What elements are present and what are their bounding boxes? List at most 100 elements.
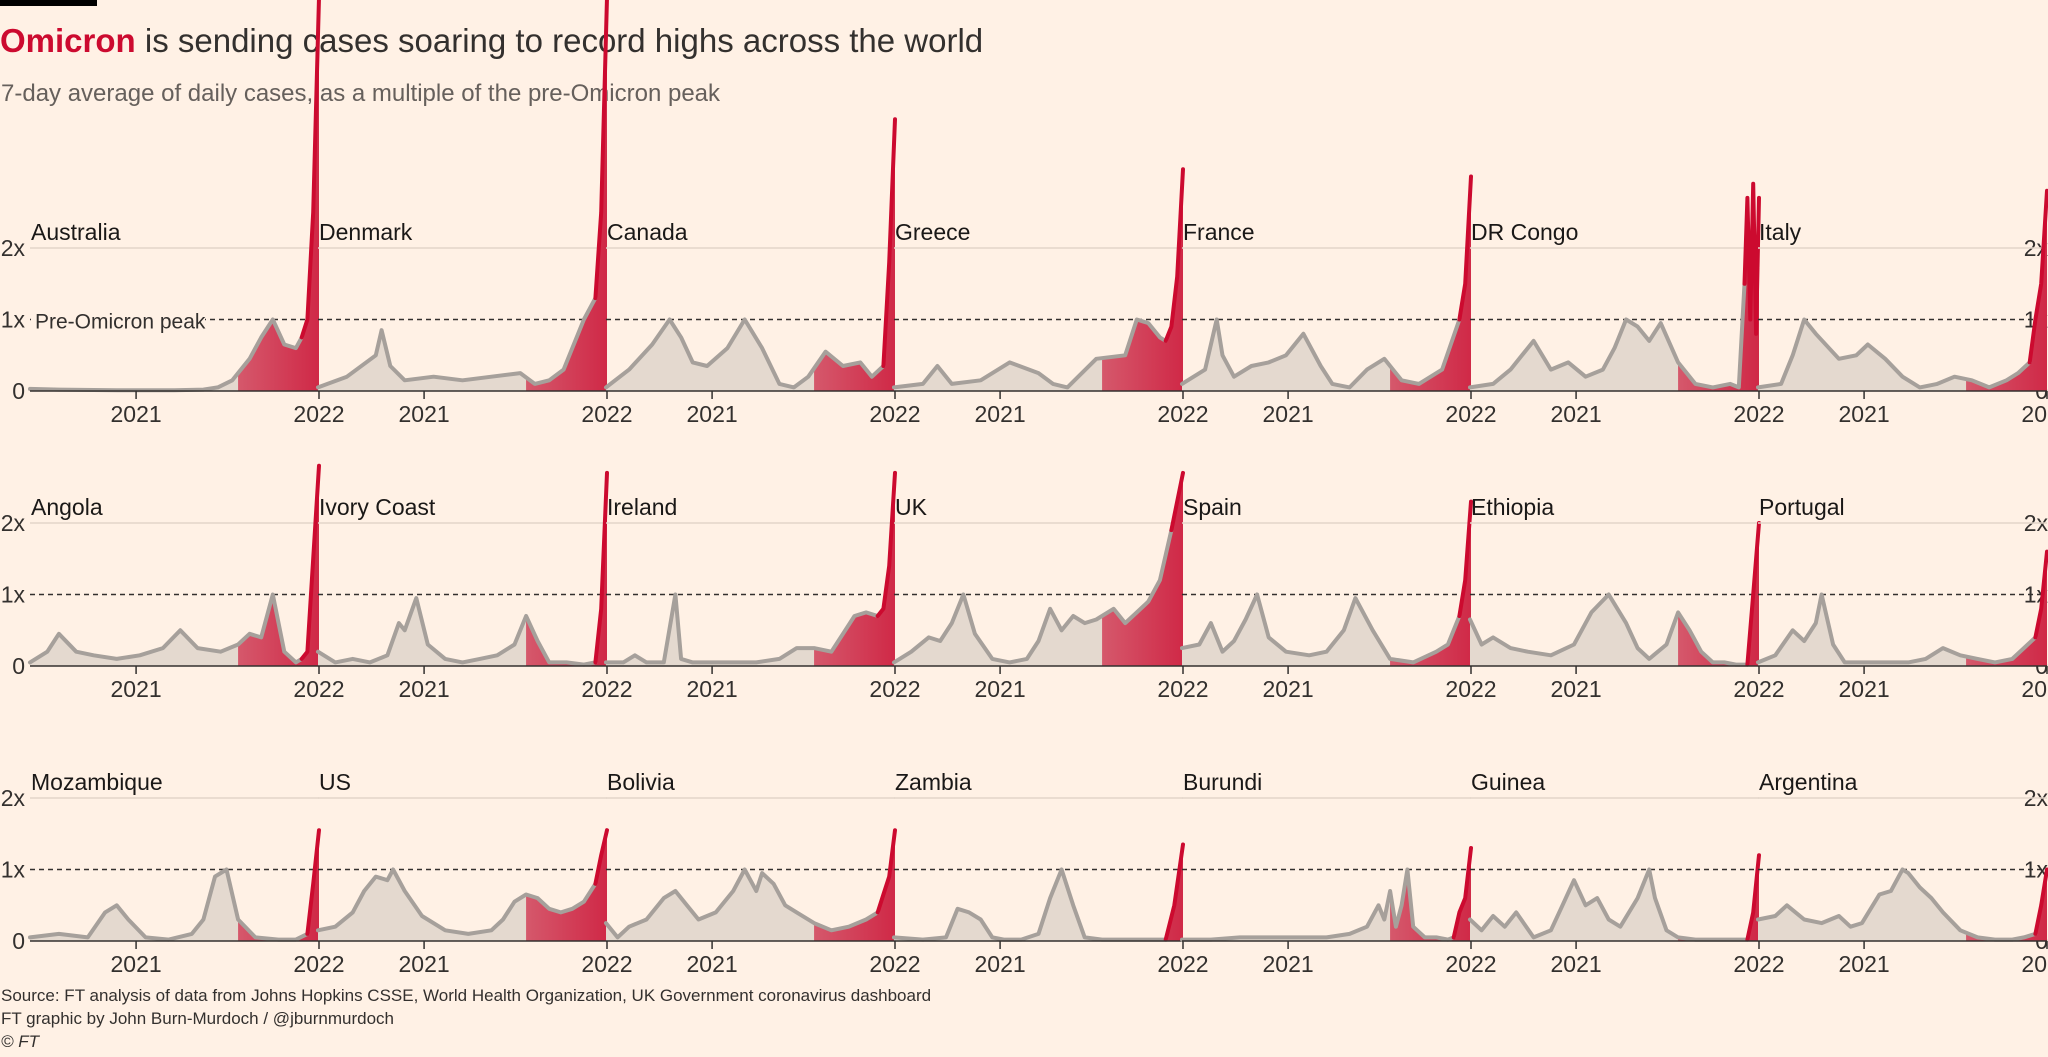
series-line-omicron — [305, 828, 321, 936]
series-line-pre-omicron — [1180, 867, 1456, 942]
series-line-omicron — [1742, 181, 1761, 336]
y-tick-label-left: 0 — [12, 928, 25, 954]
omicron-area-fill — [1390, 848, 1471, 941]
chart-subtitle: 7-day average of daily cases, as a multi… — [1, 80, 721, 107]
omicron-area-fill — [238, 0, 319, 391]
series-line-omicron — [1745, 521, 1761, 667]
y-tick-label-left: 0 — [12, 378, 25, 404]
omicron-area-fill — [1390, 176, 1471, 391]
panel-australia: 2021 2022 Australia Pre-Omicron peak — [28, 0, 345, 427]
y-tick-label-left: 1x — [1, 582, 26, 608]
y-tick-label-left: 2x — [1, 235, 26, 261]
area-fill — [1758, 869, 2047, 941]
area-fill — [1758, 551, 2047, 666]
omicron-area-fill — [1678, 523, 1759, 666]
series-line-omicron — [2033, 867, 2048, 936]
x-tick-label: 2022 — [2021, 676, 2048, 702]
x-tick-label: 2022 — [869, 951, 920, 977]
x-tick-label: 2021 — [399, 676, 450, 702]
x-tick-label: 2021 — [1263, 401, 1314, 427]
annotation-pre-omicron-peak: Pre-Omicron peak — [35, 311, 206, 334]
x-tick-label: 2021 — [687, 951, 738, 977]
series-line-omicron — [1457, 174, 1473, 322]
omicron-area-fill — [1678, 183, 1759, 391]
title-highlight: Omicron — [0, 22, 136, 59]
series-line-pre-omicron — [1756, 317, 2032, 390]
series-line-omicron — [1169, 470, 1185, 533]
series-line-pre-omicron — [604, 592, 880, 665]
series-line-pre-omicron — [1756, 592, 2038, 665]
x-tick-label: 2022 — [1157, 951, 1208, 977]
x-tick-label: 2022 — [581, 401, 632, 427]
x-tick-label: 2021 — [1551, 951, 1602, 977]
copyright-note: © FT — [1, 1032, 40, 1051]
panel-france: 2021 2022 France — [1180, 174, 1497, 427]
series-line-omicron — [875, 470, 897, 618]
series-line-omicron — [593, 828, 609, 886]
x-tick-label: 2021 — [1551, 401, 1602, 427]
country-label: Angola — [31, 494, 103, 520]
x-tick-label: 2021 — [1839, 676, 1890, 702]
x-tick-label: 2021 — [1839, 951, 1890, 977]
omicron-area-fill — [814, 119, 895, 391]
area-fill — [1470, 855, 1759, 941]
country-label: UK — [895, 494, 928, 520]
series-line-omicron — [299, 463, 321, 661]
series-line-pre-omicron — [1468, 867, 1750, 942]
country-label: Zambia — [895, 769, 972, 795]
panel-guinea: 2021 2022 Guinea — [1468, 769, 1785, 977]
omicron-area-fill — [1966, 869, 2047, 941]
series-line-pre-omicron — [604, 317, 886, 390]
country-label: Italy — [1759, 219, 1802, 245]
panel-bolivia: 2021 2022 Bolivia — [604, 769, 921, 977]
x-tick-label: 2022 — [2021, 401, 2048, 427]
series-line-omicron — [1451, 846, 1473, 940]
area-fill — [1182, 501, 1471, 666]
country-label: Mozambique — [31, 769, 163, 795]
series-line-pre-omicron — [892, 528, 1174, 665]
ft-brand-bar — [0, 0, 97, 6]
series-line-omicron — [2033, 549, 2048, 640]
panel-ivory-coast: 2021 2022 Ivory Coast — [316, 470, 633, 702]
y-tick-label-left: 0 — [12, 653, 25, 679]
chart-footer: Source: FT analysis of data from Johns H… — [1, 984, 931, 1053]
x-tick-label: 2021 — [975, 676, 1026, 702]
panel-ireland: 2021 2022 Ireland — [604, 470, 921, 702]
series-line-omicron — [1163, 842, 1185, 942]
x-tick-label: 2022 — [1733, 676, 1784, 702]
series-line-pre-omicron — [316, 296, 598, 390]
x-tick-label: 2022 — [1157, 676, 1208, 702]
x-tick-label: 2021 — [1551, 676, 1602, 702]
series-line-pre-omicron — [1468, 281, 1747, 390]
area-fill — [606, 830, 895, 941]
x-tick-label: 2021 — [399, 401, 450, 427]
series-line-pre-omicron — [1180, 317, 1462, 390]
country-label: Spain — [1183, 494, 1242, 520]
series-line-omicron — [593, 0, 609, 301]
area-fill — [30, 465, 319, 666]
x-tick-label: 2021 — [1839, 401, 1890, 427]
x-tick-label: 2021 — [111, 401, 162, 427]
series-line-pre-omicron — [892, 867, 1168, 942]
area-fill — [894, 844, 1183, 941]
series-line-omicron — [299, 0, 321, 340]
omicron-area-fill — [1390, 501, 1471, 666]
country-label: Australia — [31, 219, 121, 245]
x-tick-label: 2022 — [293, 951, 344, 977]
panel-spain: 2021 2022 Spain — [1180, 494, 1497, 702]
series-line-omicron — [881, 117, 897, 368]
panel-ethiopia: 2021 2022 Ethiopia — [1468, 494, 1785, 702]
omicron-area-fill — [1966, 190, 2047, 391]
panel-denmark: 2021 2022 Denmark — [316, 0, 633, 427]
series-line-pre-omicron — [892, 317, 1168, 390]
panel-us: 2021 2022 US — [316, 769, 633, 977]
series-line-omicron — [593, 470, 609, 665]
panel-greece: 2021 2022 Greece — [892, 167, 1209, 427]
country-label: Burundi — [1183, 769, 1262, 795]
series-line-pre-omicron — [316, 867, 598, 936]
y-tick-label-left: 1x — [1, 857, 26, 883]
series-line-pre-omicron — [28, 592, 304, 665]
omicron-area-fill — [238, 830, 319, 941]
x-tick-label: 2021 — [111, 951, 162, 977]
